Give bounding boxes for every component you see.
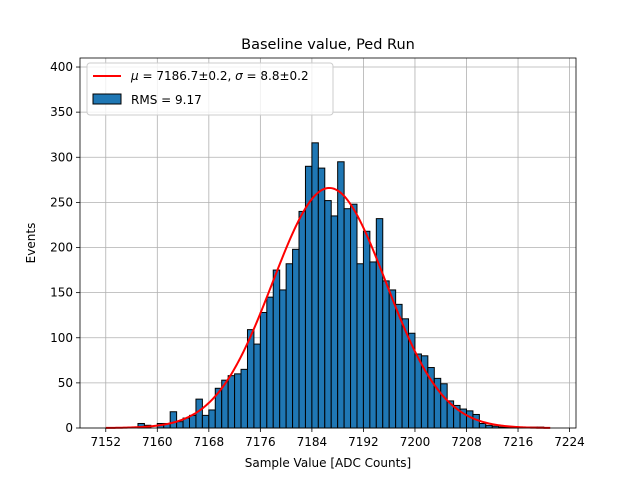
histogram-bar bbox=[362, 230, 371, 429]
x-tick-label: 7224 bbox=[554, 435, 585, 449]
x-tick-label: 7152 bbox=[90, 435, 121, 449]
y-tick-label: 100 bbox=[50, 331, 73, 345]
histogram-bar bbox=[272, 269, 281, 429]
histogram-bar bbox=[369, 261, 377, 429]
plot-frame bbox=[79, 57, 577, 429]
histogram-bar bbox=[350, 203, 358, 429]
histogram-bar bbox=[337, 161, 345, 429]
y-tick-label: 50 bbox=[58, 376, 73, 390]
x-tick-label: 7160 bbox=[142, 435, 173, 449]
histogram-bar bbox=[317, 167, 326, 429]
x-tick-label: 7168 bbox=[194, 435, 225, 449]
histogram-bar bbox=[388, 289, 397, 429]
histogram-bar bbox=[485, 424, 493, 429]
histogram-bar bbox=[189, 414, 197, 429]
legend-fit-label: μ = 7186.7±0.2, σ = 8.8±0.2 bbox=[130, 69, 309, 83]
histogram-bar bbox=[234, 373, 242, 429]
legend-sigma-symbol: σ bbox=[235, 69, 243, 83]
x-axis-label: Sample Value [ADC Counts] bbox=[245, 456, 411, 470]
y-axis-ticks: 0 50 100 150 200 250 300 350 400 bbox=[50, 60, 80, 435]
histogram-bar bbox=[266, 296, 274, 429]
histogram-bar bbox=[195, 398, 203, 429]
histogram-bar bbox=[253, 343, 261, 429]
x-axis-ticks: 7152 7160 7168 7176 7184 7192 7200 7208 7216 7224 bbox=[90, 428, 585, 449]
histogram-bar bbox=[356, 263, 364, 429]
y-tick-label: 250 bbox=[50, 195, 73, 209]
histogram-bar bbox=[176, 421, 184, 429]
histogram-bar bbox=[330, 215, 339, 429]
histogram-bar bbox=[259, 311, 268, 429]
x-tick-label: 7208 bbox=[451, 435, 482, 449]
histogram-bar bbox=[414, 353, 422, 429]
y-tick-label: 350 bbox=[50, 105, 73, 119]
histogram-bar bbox=[208, 409, 216, 429]
legend-histogram-swatch bbox=[92, 93, 122, 105]
histogram-bar bbox=[285, 263, 294, 429]
legend-histogram-label: RMS = 9.17 bbox=[131, 93, 202, 107]
histogram-bar bbox=[292, 248, 300, 429]
histogram-bar bbox=[169, 411, 178, 429]
y-axis-label: Events bbox=[24, 223, 38, 264]
x-tick-label: 7192 bbox=[348, 435, 379, 449]
legend-mu-text: = 7186.7±0.2, bbox=[139, 69, 235, 83]
x-tick-label: 7216 bbox=[503, 435, 534, 449]
histogram-bar bbox=[465, 410, 474, 429]
histogram-bars bbox=[137, 142, 545, 429]
histogram-bar bbox=[227, 375, 236, 429]
histogram-bar bbox=[298, 210, 306, 429]
chart-title: Baseline value, Ped Run bbox=[241, 37, 415, 53]
histogram-bar bbox=[279, 289, 287, 429]
x-tick-label: 7176 bbox=[245, 435, 276, 449]
fit-curve bbox=[105, 186, 551, 429]
histogram-bar bbox=[343, 208, 352, 429]
legend-sigma-text: = 8.8±0.2 bbox=[243, 69, 309, 83]
y-tick-label: 0 bbox=[65, 421, 73, 435]
histogram-bar bbox=[375, 218, 384, 429]
histogram-bar bbox=[324, 200, 332, 429]
legend-box bbox=[86, 62, 334, 116]
y-tick-label: 150 bbox=[50, 286, 73, 300]
x-tick-label: 7184 bbox=[297, 435, 328, 449]
x-tick-label: 7200 bbox=[400, 435, 431, 449]
gaussian-fit bbox=[105, 186, 551, 429]
y-tick-label: 300 bbox=[50, 150, 73, 164]
y-tick-label: 400 bbox=[50, 60, 73, 74]
histogram-bar bbox=[478, 422, 487, 429]
legend: μ = 7186.7±0.2, σ = 8.8±0.2 RMS = 9.17 bbox=[86, 62, 334, 116]
histogram-bar bbox=[311, 142, 319, 429]
histogram-bar bbox=[201, 414, 210, 429]
y-tick-label: 200 bbox=[50, 241, 73, 255]
histogram-bar bbox=[240, 368, 248, 429]
histogram-bar bbox=[382, 280, 390, 429]
histogram-bar bbox=[246, 329, 255, 429]
legend-mu-symbol: μ bbox=[130, 69, 139, 83]
histogram-bar bbox=[440, 383, 448, 429]
